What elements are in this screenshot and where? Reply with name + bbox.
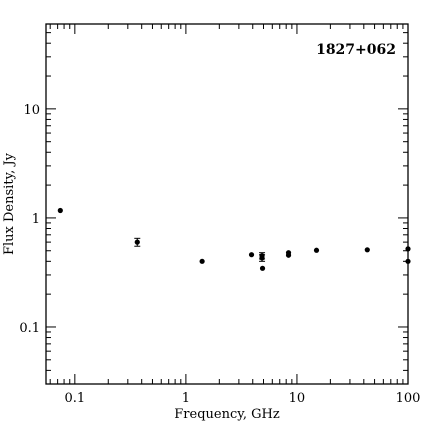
data-point (199, 258, 205, 264)
chart-title: 1827+062 (316, 42, 396, 58)
y-axis-label: Flux Density, Jy (2, 152, 17, 255)
data-point (259, 255, 265, 261)
data-point (285, 252, 292, 258)
x-axis-label: Frequency, GHz (174, 407, 280, 422)
data-point (259, 265, 266, 271)
x-tick-label: 0.1 (64, 391, 85, 406)
x-tick-label: 100 (396, 391, 421, 406)
data-points (57, 207, 411, 271)
data-point (405, 246, 411, 252)
data-point (134, 239, 140, 245)
y-tick-label: 1 (32, 212, 40, 227)
data-point (248, 252, 255, 258)
x-tick-label: 10 (289, 391, 306, 406)
data-point (364, 247, 370, 253)
y-tick-label: 10 (23, 103, 40, 118)
data-point (405, 258, 411, 264)
axis-tick-labels: 0.1 1 10 100 0.1 1 10 (19, 103, 420, 406)
data-point (313, 247, 320, 253)
axis-ticks (46, 23, 409, 385)
y-tick-label: 0.1 (19, 321, 40, 336)
plot-frame (45, 23, 409, 385)
data-point (57, 207, 63, 214)
x-tick-label: 1 (182, 391, 190, 406)
